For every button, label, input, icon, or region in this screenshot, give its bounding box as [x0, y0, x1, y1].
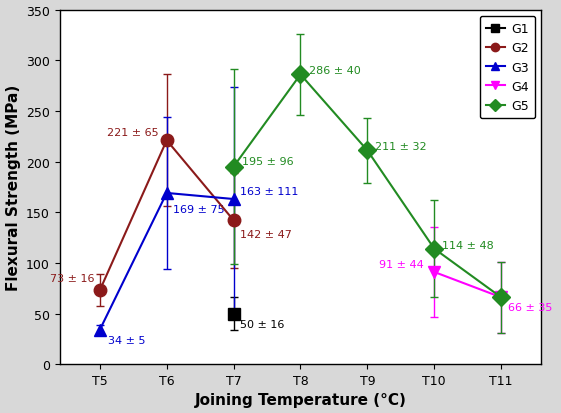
Text: 286 ± 40: 286 ± 40: [309, 66, 360, 76]
Text: 221 ± 65: 221 ± 65: [107, 128, 159, 138]
Text: 195 ± 96: 195 ± 96: [242, 156, 293, 166]
X-axis label: Joining Temperature (°C): Joining Temperature (°C): [195, 392, 406, 408]
Text: 163 ± 111: 163 ± 111: [240, 186, 298, 197]
Text: 169 ± 75: 169 ± 75: [173, 205, 225, 215]
Text: 66 ± 35: 66 ± 35: [508, 303, 552, 313]
Text: 114 ± 48: 114 ± 48: [442, 240, 494, 250]
Text: 34 ± 5: 34 ± 5: [108, 335, 145, 345]
Text: 142 ± 47: 142 ± 47: [240, 230, 292, 240]
Legend: G1, G2, G3, G4, G5: G1, G2, G3, G4, G5: [480, 17, 535, 119]
Text: 50 ± 16: 50 ± 16: [240, 319, 284, 329]
Y-axis label: Flexural Strength (MPa): Flexural Strength (MPa): [6, 85, 21, 290]
Text: 73 ± 16: 73 ± 16: [50, 273, 94, 283]
Text: 211 ± 32: 211 ± 32: [375, 142, 427, 152]
Text: 91 ± 44: 91 ± 44: [379, 259, 424, 269]
